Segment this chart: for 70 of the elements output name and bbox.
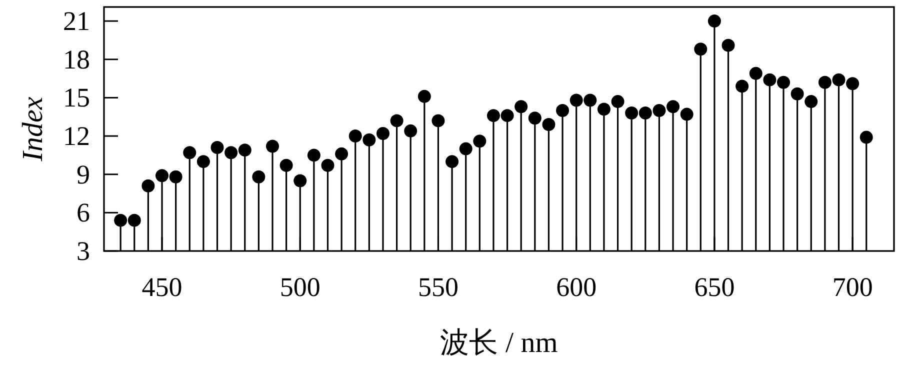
y-tick-label: 6 [76, 198, 90, 228]
point [570, 94, 583, 107]
point [156, 169, 169, 182]
point [722, 38, 735, 52]
x-tick-label: 650 [694, 272, 735, 302]
point [390, 114, 404, 128]
point [404, 124, 418, 138]
point [196, 155, 210, 168]
point [763, 73, 776, 86]
point [376, 126, 390, 140]
point [459, 142, 472, 156]
point [321, 158, 334, 172]
x-tick-label: 500 [280, 272, 320, 302]
y-tick-label: 12 [63, 121, 90, 152]
point [790, 87, 804, 100]
y-tick-label: 15 [63, 82, 90, 113]
x-axis-title: 波长 / nm [440, 327, 558, 359]
point [625, 106, 638, 120]
point [128, 214, 141, 227]
y-axis-title: Index [17, 96, 49, 162]
point [694, 42, 708, 56]
point [736, 80, 749, 93]
point [294, 174, 307, 188]
point [210, 141, 224, 154]
point [584, 94, 597, 107]
x-tick-label: 600 [556, 272, 597, 302]
x-tick-label: 450 [142, 272, 182, 302]
point [749, 66, 762, 80]
x-tick-label: 550 [418, 272, 458, 302]
point [446, 155, 459, 168]
point [680, 108, 694, 121]
point [307, 148, 320, 162]
point [514, 100, 528, 114]
point [169, 170, 182, 184]
point [362, 133, 376, 146]
point [473, 134, 486, 148]
point [348, 130, 362, 143]
point [224, 146, 238, 160]
point [418, 90, 431, 103]
point [638, 106, 652, 120]
x-tick-label: 700 [832, 272, 873, 302]
point [777, 76, 790, 89]
point [860, 130, 873, 144]
point [142, 179, 155, 192]
point [432, 114, 445, 128]
point [652, 104, 666, 117]
y-tick-label: 3 [76, 236, 90, 266]
point [666, 100, 680, 114]
point [846, 77, 860, 90]
point [266, 140, 279, 153]
point [611, 95, 624, 108]
y-tick-label: 18 [63, 44, 90, 74]
point [542, 118, 556, 132]
y-tick-label: 21 [63, 6, 90, 36]
point [597, 102, 610, 116]
point [238, 144, 252, 157]
point [556, 104, 570, 117]
point [500, 109, 514, 122]
point [708, 14, 721, 28]
point [114, 214, 128, 227]
point [832, 73, 846, 86]
point [335, 147, 348, 160]
point [818, 76, 832, 89]
point [183, 146, 196, 160]
point [528, 112, 542, 125]
y-tick-label: 9 [76, 159, 90, 190]
point [252, 170, 266, 184]
point [486, 109, 500, 122]
point [804, 95, 818, 108]
point [280, 158, 293, 172]
